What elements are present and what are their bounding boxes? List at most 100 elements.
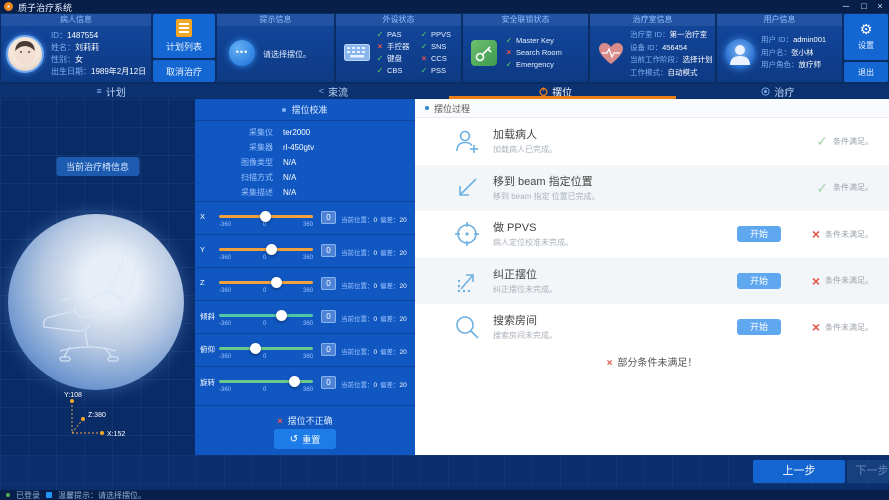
- step-status: × 条件未满足。: [812, 226, 873, 242]
- magnifier-icon: [456, 316, 479, 339]
- slider-value-box[interactable]: 0: [321, 376, 336, 389]
- slider-row-pitch: 俯仰 -360 0 360 0 当前位置：0 偏差：20: [195, 333, 415, 366]
- patient-avatar: [6, 35, 44, 73]
- minimize-button[interactable]: ─: [842, 1, 850, 11]
- step-desc: 搜索房间未完成。: [493, 331, 557, 340]
- field-label: 设备 ID: [630, 42, 655, 52]
- user-field-row: 用户 ID： admin001: [761, 34, 826, 47]
- room-field-row: 工作模式：自动模式: [630, 67, 713, 80]
- field-value: 刘莉莉: [75, 43, 99, 52]
- slider-row-tilt: 倾斜 -360 0 360 0 当前位置：0 偏差：20: [195, 300, 415, 333]
- deviation-text: 偏差：20: [380, 280, 407, 290]
- logged-in-dot-icon: [6, 493, 10, 497]
- current-chair-info-button[interactable]: 当前治疗椅信息: [55, 157, 140, 176]
- maximize-button[interactable]: □: [861, 1, 867, 11]
- settings-button[interactable]: ⚙ 设置: [844, 14, 888, 60]
- patient-info-panel: 病人信息 ID： 1487554 姓名：刘莉莉 性别：女 出生日期： 1989年2月…: [1, 14, 151, 82]
- slider-value-box[interactable]: 0: [321, 244, 336, 257]
- slider-track[interactable]: [219, 347, 313, 350]
- fail-cross-icon: ×: [277, 416, 283, 426]
- slider-track[interactable]: [219, 380, 313, 383]
- axis-x-label: X:152: [107, 431, 125, 438]
- tab-positioning[interactable]: 摆位: [445, 84, 667, 99]
- status-item: ✓ PAS: [376, 29, 420, 41]
- peripheral-status-list: ✓ PAS × 手控器 ✓ 键盘 ✓ CBS ✓ PPVS ✓ SNS × CCS ✓ PSS: [376, 29, 464, 77]
- safety-status-list: ✓ Master Key × Search Room ✓ Emergency: [505, 35, 562, 71]
- status-mark-icon: ×: [506, 48, 512, 57]
- process-header: 摆位过程: [415, 99, 889, 118]
- field-value: 张小林: [791, 47, 814, 57]
- correct-positioning-icon: [457, 273, 474, 292]
- user-panel-title: 用户信息: [717, 14, 842, 26]
- field-label: 用户名: [761, 47, 784, 57]
- current-label: 当前位置：: [341, 382, 374, 389]
- slider-handle[interactable]: [270, 277, 282, 288]
- status-mark-icon: ✓: [420, 42, 428, 51]
- slider-value-box[interactable]: 0: [321, 310, 336, 323]
- slider-track[interactable]: [219, 281, 313, 284]
- scale-min: -360: [219, 321, 232, 327]
- status-label: PPVS: [431, 30, 452, 39]
- deviation-value: 20: [399, 382, 407, 389]
- current-label: 当前位置：: [341, 217, 374, 224]
- start-ppvs-button[interactable]: 开始: [737, 226, 781, 242]
- deviation-text: 偏差：20: [380, 346, 407, 356]
- current-value: 0: [373, 316, 378, 323]
- field-label: 用户角色: [761, 60, 791, 69]
- plan-list-button[interactable]: 计划列表: [153, 14, 215, 58]
- slider-handle[interactable]: [259, 211, 271, 222]
- slider-handle[interactable]: [250, 343, 262, 354]
- field-value: 第一治疗室: [669, 30, 708, 39]
- previous-step-button[interactable]: 上一步: [753, 460, 845, 483]
- active-tab-underline: [448, 96, 676, 99]
- scale-min: -360: [219, 222, 232, 228]
- tab-plan[interactable]: ≡ 计划: [0, 84, 222, 99]
- scale-mid: 0: [263, 321, 267, 327]
- peripheral-panel-title: 外设状态: [336, 14, 461, 26]
- status-text: 条件满足。: [833, 136, 873, 146]
- slider-track[interactable]: [219, 314, 313, 317]
- field-value: N/A: [283, 173, 297, 182]
- deviation-text: 偏差：20: [380, 247, 407, 257]
- slider-value-box[interactable]: 0: [321, 277, 336, 290]
- field-value: 放疗师: [798, 60, 822, 69]
- logout-button[interactable]: 退出: [844, 62, 888, 82]
- main-tabbar: ≡ 计划 < 束流 摆位 治疗: [0, 84, 889, 99]
- reset-button[interactable]: ↺ 重置: [274, 429, 336, 449]
- field-separator: ：: [67, 55, 75, 64]
- current-value: 0: [373, 349, 378, 356]
- tab-treatment[interactable]: 治疗: [667, 84, 889, 99]
- app-logo-icon: [4, 2, 13, 11]
- step-status: ✓ 条件满足。: [816, 133, 873, 149]
- field-value: 女: [75, 55, 83, 64]
- tab-beam[interactable]: < 束流: [222, 84, 444, 99]
- calibration-fields: 采集仪 ter2000 采集器 rl-450gtv 图像类型 N/A 扫描方式 N/A …: [195, 125, 415, 200]
- scale-mid: 0: [263, 255, 267, 261]
- close-button[interactable]: ×: [877, 1, 883, 11]
- next-step-button[interactable]: 下一步: [847, 460, 889, 483]
- deviation-value: 20: [399, 217, 407, 224]
- slider-track[interactable]: [219, 248, 313, 251]
- tab-label: 束流: [328, 87, 348, 99]
- slider-handle[interactable]: [288, 376, 300, 387]
- treatment-chair-panel: 当前治疗椅信息: [0, 99, 195, 455]
- start-search-button[interactable]: 开始: [737, 319, 781, 335]
- slider-label: 俯仰: [200, 345, 215, 354]
- field-label: 采集仪: [249, 128, 273, 137]
- scale-min: -360: [219, 354, 232, 360]
- field-label: 治疗室 ID: [630, 30, 663, 39]
- slider-value-box[interactable]: 0: [321, 211, 336, 224]
- slider-handle[interactable]: [276, 310, 288, 321]
- positioning-power-icon: [539, 86, 548, 96]
- current-position-text: 当前位置：0: [341, 214, 377, 224]
- field-separator: ：: [675, 55, 683, 64]
- scale-max: 360: [302, 321, 313, 327]
- start-correct-button[interactable]: 开始: [737, 272, 781, 289]
- step-move-to-beam: 移到 beam 指定位置 移到 beam 指定 位置已完成。 ✓ 条件满足。: [415, 164, 889, 211]
- cancel-treatment-button[interactable]: 取消治疗: [153, 60, 215, 82]
- footer-bar: 上一步 下一步: [0, 455, 889, 490]
- slider-value-box[interactable]: 0: [321, 343, 336, 356]
- field-value: 选择计划: [682, 55, 713, 64]
- slider-handle[interactable]: [266, 244, 278, 255]
